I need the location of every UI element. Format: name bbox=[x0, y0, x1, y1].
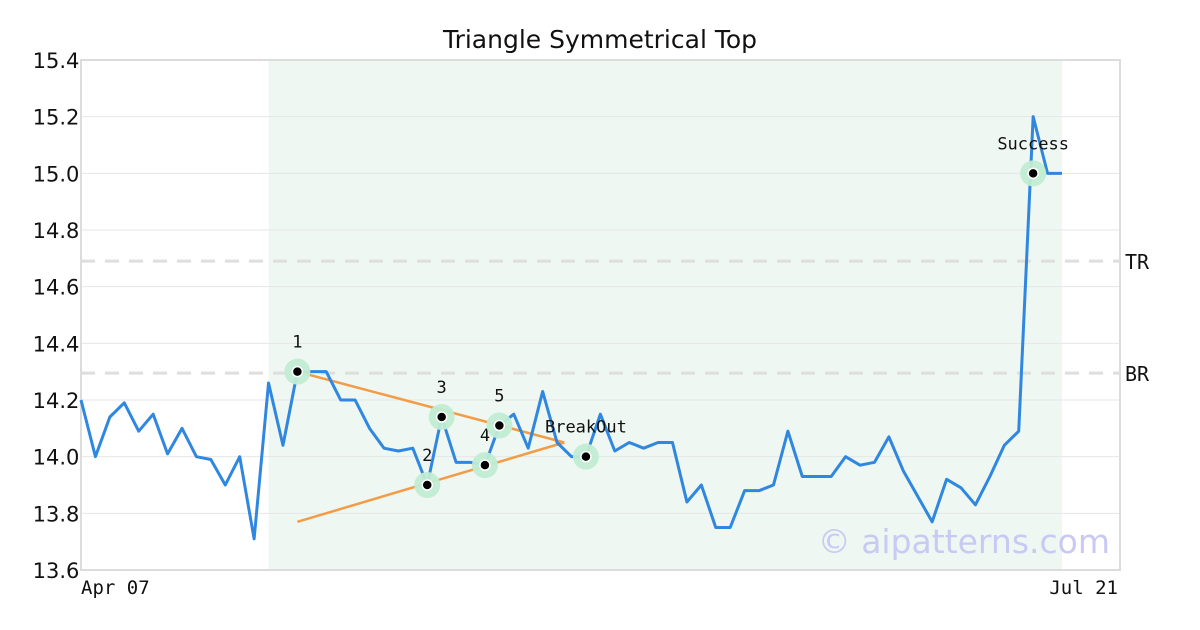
y-tick-label: 14.0 bbox=[33, 446, 80, 470]
point-label: 3 bbox=[437, 378, 447, 398]
y-tick-label: 15.0 bbox=[33, 162, 80, 186]
y-tick-label: 14.2 bbox=[33, 389, 80, 413]
chart-title: Triangle Symmetrical Top bbox=[442, 25, 757, 54]
y-tick-label: 14.6 bbox=[33, 276, 80, 300]
point-label: Success bbox=[997, 134, 1069, 154]
watermark: © aipatterns.com bbox=[818, 522, 1110, 561]
pattern-region bbox=[268, 60, 1062, 570]
y-tick-label: 13.6 bbox=[33, 559, 80, 583]
point-label: 5 bbox=[494, 387, 504, 407]
y-tick-label: 14.4 bbox=[33, 332, 80, 356]
x-tick-label: Jul 21 bbox=[1049, 577, 1118, 599]
point-marker bbox=[291, 365, 304, 378]
level-label-br: BR bbox=[1125, 362, 1150, 386]
level-label-tr: TR bbox=[1125, 250, 1150, 274]
point-label: BreakOut bbox=[545, 418, 627, 438]
plot-frame bbox=[80, 59, 1121, 571]
point-marker bbox=[479, 459, 491, 471]
point-marker bbox=[421, 479, 433, 491]
y-tick-label: 15.4 bbox=[33, 49, 80, 73]
point-marker bbox=[1027, 167, 1039, 180]
point-label: 1 bbox=[292, 333, 302, 353]
point-marker bbox=[493, 419, 506, 432]
point-label: 2 bbox=[422, 446, 432, 466]
price-line bbox=[79, 115, 1062, 541]
point-marker bbox=[580, 450, 592, 463]
point-label: 4 bbox=[480, 426, 490, 446]
y-tick-label: 14.8 bbox=[33, 219, 80, 243]
y-tick-label: 13.8 bbox=[33, 502, 80, 526]
x-tick-label: Apr 07 bbox=[81, 577, 150, 599]
point-marker bbox=[435, 411, 448, 423]
y-tick-label: 15.2 bbox=[33, 106, 80, 130]
